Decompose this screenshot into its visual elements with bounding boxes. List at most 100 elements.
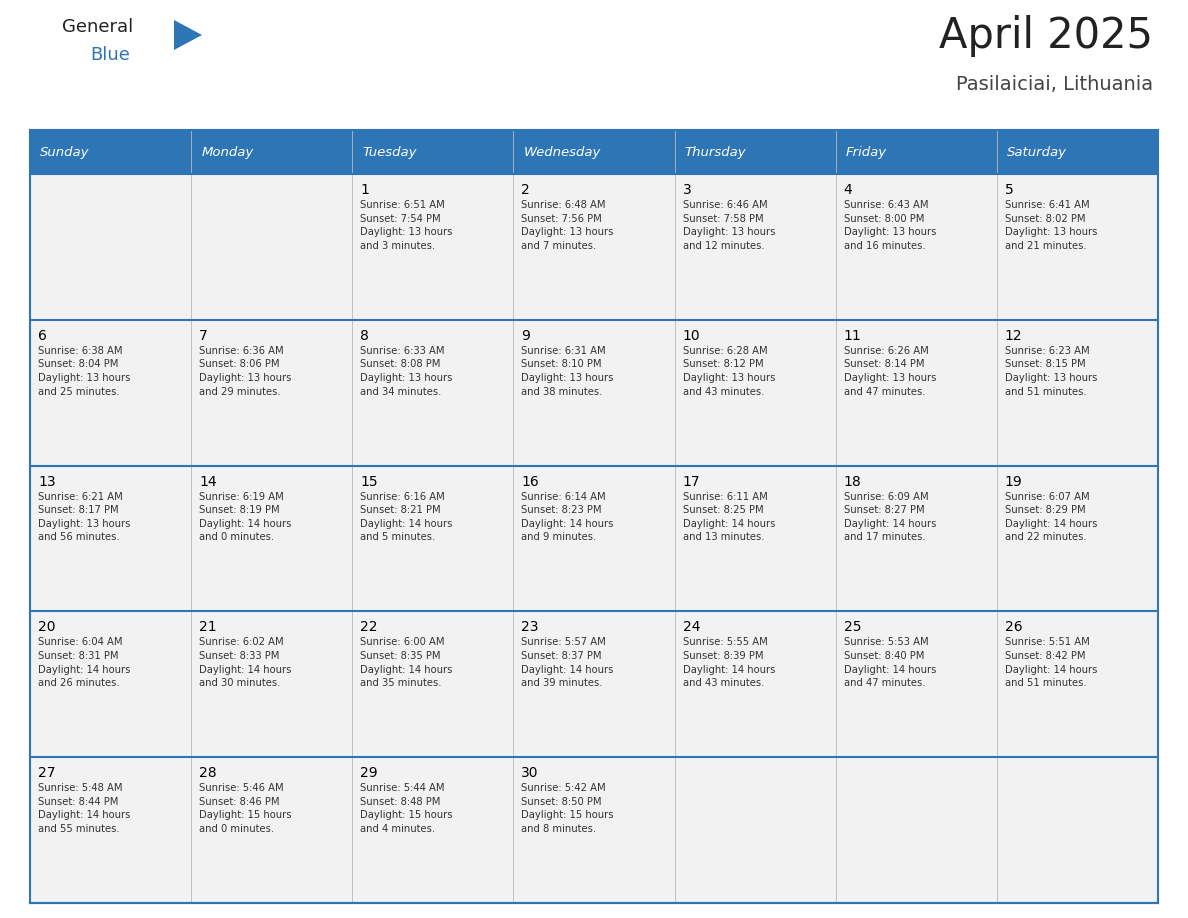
Text: 29: 29 xyxy=(360,767,378,780)
Text: 21: 21 xyxy=(200,621,216,634)
Text: 28: 28 xyxy=(200,767,216,780)
Text: 23: 23 xyxy=(522,621,539,634)
Bar xyxy=(30,465,191,611)
Bar xyxy=(675,130,835,174)
Text: 20: 20 xyxy=(38,621,56,634)
Text: Sunrise: 6:02 AM
Sunset: 8:33 PM
Daylight: 14 hours
and 30 minutes.: Sunrise: 6:02 AM Sunset: 8:33 PM Dayligh… xyxy=(200,637,291,688)
Bar xyxy=(997,174,1158,319)
Text: 24: 24 xyxy=(683,621,700,634)
Text: Sunrise: 6:26 AM
Sunset: 8:14 PM
Daylight: 13 hours
and 47 minutes.: Sunrise: 6:26 AM Sunset: 8:14 PM Dayligh… xyxy=(843,346,936,397)
Text: 16: 16 xyxy=(522,475,539,488)
Bar xyxy=(835,319,997,465)
Bar xyxy=(997,465,1158,611)
Text: Sunrise: 6:16 AM
Sunset: 8:21 PM
Daylight: 14 hours
and 5 minutes.: Sunrise: 6:16 AM Sunset: 8:21 PM Dayligh… xyxy=(360,492,453,543)
Bar xyxy=(353,174,513,319)
Text: 22: 22 xyxy=(360,621,378,634)
Bar xyxy=(513,174,675,319)
Bar xyxy=(997,611,1158,757)
Bar xyxy=(513,130,675,174)
Text: Sunrise: 6:38 AM
Sunset: 8:04 PM
Daylight: 13 hours
and 25 minutes.: Sunrise: 6:38 AM Sunset: 8:04 PM Dayligh… xyxy=(38,346,131,397)
Text: April 2025: April 2025 xyxy=(939,15,1154,57)
Bar xyxy=(513,319,675,465)
Text: Sunrise: 6:09 AM
Sunset: 8:27 PM
Daylight: 14 hours
and 17 minutes.: Sunrise: 6:09 AM Sunset: 8:27 PM Dayligh… xyxy=(843,492,936,543)
Text: Tuesday: Tuesday xyxy=(362,145,417,159)
Bar xyxy=(675,611,835,757)
Bar xyxy=(191,465,353,611)
Text: Sunrise: 5:51 AM
Sunset: 8:42 PM
Daylight: 14 hours
and 51 minutes.: Sunrise: 5:51 AM Sunset: 8:42 PM Dayligh… xyxy=(1005,637,1098,688)
Text: Sunrise: 6:33 AM
Sunset: 8:08 PM
Daylight: 13 hours
and 34 minutes.: Sunrise: 6:33 AM Sunset: 8:08 PM Dayligh… xyxy=(360,346,453,397)
Text: 12: 12 xyxy=(1005,329,1023,342)
Text: 27: 27 xyxy=(38,767,56,780)
Bar xyxy=(835,465,997,611)
Text: 9: 9 xyxy=(522,329,530,342)
Text: Sunrise: 6:43 AM
Sunset: 8:00 PM
Daylight: 13 hours
and 16 minutes.: Sunrise: 6:43 AM Sunset: 8:00 PM Dayligh… xyxy=(843,200,936,251)
Text: Sunrise: 5:46 AM
Sunset: 8:46 PM
Daylight: 15 hours
and 0 minutes.: Sunrise: 5:46 AM Sunset: 8:46 PM Dayligh… xyxy=(200,783,291,834)
Bar xyxy=(835,757,997,903)
Bar xyxy=(675,465,835,611)
Text: Wednesday: Wednesday xyxy=(524,145,601,159)
Text: Sunrise: 6:36 AM
Sunset: 8:06 PM
Daylight: 13 hours
and 29 minutes.: Sunrise: 6:36 AM Sunset: 8:06 PM Dayligh… xyxy=(200,346,291,397)
Text: 13: 13 xyxy=(38,475,56,488)
Text: Monday: Monday xyxy=(201,145,253,159)
Text: 14: 14 xyxy=(200,475,216,488)
Text: 19: 19 xyxy=(1005,475,1023,488)
Bar xyxy=(353,611,513,757)
Bar xyxy=(835,130,997,174)
Bar xyxy=(513,611,675,757)
Text: Sunrise: 5:57 AM
Sunset: 8:37 PM
Daylight: 14 hours
and 39 minutes.: Sunrise: 5:57 AM Sunset: 8:37 PM Dayligh… xyxy=(522,637,614,688)
Bar xyxy=(191,174,353,319)
Bar xyxy=(30,130,191,174)
Text: Sunrise: 6:21 AM
Sunset: 8:17 PM
Daylight: 13 hours
and 56 minutes.: Sunrise: 6:21 AM Sunset: 8:17 PM Dayligh… xyxy=(38,492,131,543)
Bar xyxy=(30,611,191,757)
Text: Sunrise: 6:28 AM
Sunset: 8:12 PM
Daylight: 13 hours
and 43 minutes.: Sunrise: 6:28 AM Sunset: 8:12 PM Dayligh… xyxy=(683,346,775,397)
Text: Sunrise: 6:41 AM
Sunset: 8:02 PM
Daylight: 13 hours
and 21 minutes.: Sunrise: 6:41 AM Sunset: 8:02 PM Dayligh… xyxy=(1005,200,1098,251)
Text: Pasilaiciai, Lithuania: Pasilaiciai, Lithuania xyxy=(956,75,1154,94)
Bar xyxy=(675,319,835,465)
Text: Sunrise: 5:42 AM
Sunset: 8:50 PM
Daylight: 15 hours
and 8 minutes.: Sunrise: 5:42 AM Sunset: 8:50 PM Dayligh… xyxy=(522,783,614,834)
Text: Sunrise: 6:07 AM
Sunset: 8:29 PM
Daylight: 14 hours
and 22 minutes.: Sunrise: 6:07 AM Sunset: 8:29 PM Dayligh… xyxy=(1005,492,1098,543)
Bar xyxy=(513,465,675,611)
Text: Thursday: Thursday xyxy=(684,145,746,159)
Text: Sunrise: 6:46 AM
Sunset: 7:58 PM
Daylight: 13 hours
and 12 minutes.: Sunrise: 6:46 AM Sunset: 7:58 PM Dayligh… xyxy=(683,200,775,251)
Bar xyxy=(675,757,835,903)
Text: 8: 8 xyxy=(360,329,369,342)
Bar xyxy=(191,611,353,757)
Text: 11: 11 xyxy=(843,329,861,342)
Text: 15: 15 xyxy=(360,475,378,488)
Text: Sunrise: 5:53 AM
Sunset: 8:40 PM
Daylight: 14 hours
and 47 minutes.: Sunrise: 5:53 AM Sunset: 8:40 PM Dayligh… xyxy=(843,637,936,688)
Bar xyxy=(353,757,513,903)
Text: Saturday: Saturday xyxy=(1007,145,1067,159)
Text: 1: 1 xyxy=(360,183,369,197)
Bar xyxy=(997,319,1158,465)
Bar xyxy=(513,757,675,903)
Text: Sunrise: 6:14 AM
Sunset: 8:23 PM
Daylight: 14 hours
and 9 minutes.: Sunrise: 6:14 AM Sunset: 8:23 PM Dayligh… xyxy=(522,492,614,543)
Text: Blue: Blue xyxy=(90,46,129,64)
Bar xyxy=(191,130,353,174)
Bar xyxy=(191,757,353,903)
Text: Sunrise: 6:04 AM
Sunset: 8:31 PM
Daylight: 14 hours
and 26 minutes.: Sunrise: 6:04 AM Sunset: 8:31 PM Dayligh… xyxy=(38,637,131,688)
Text: 6: 6 xyxy=(38,329,46,342)
Polygon shape xyxy=(173,20,202,50)
Bar xyxy=(353,465,513,611)
Bar xyxy=(191,319,353,465)
Text: Sunrise: 5:55 AM
Sunset: 8:39 PM
Daylight: 14 hours
and 43 minutes.: Sunrise: 5:55 AM Sunset: 8:39 PM Dayligh… xyxy=(683,637,775,688)
Bar xyxy=(997,757,1158,903)
Bar xyxy=(835,611,997,757)
Text: 4: 4 xyxy=(843,183,853,197)
Bar xyxy=(353,319,513,465)
Bar xyxy=(997,130,1158,174)
Text: 5: 5 xyxy=(1005,183,1013,197)
Bar xyxy=(835,174,997,319)
Text: 2: 2 xyxy=(522,183,530,197)
Text: 7: 7 xyxy=(200,329,208,342)
Bar xyxy=(30,174,191,319)
Text: Sunday: Sunday xyxy=(40,145,89,159)
Text: General: General xyxy=(62,18,133,36)
Bar xyxy=(30,757,191,903)
Text: Sunrise: 6:48 AM
Sunset: 7:56 PM
Daylight: 13 hours
and 7 minutes.: Sunrise: 6:48 AM Sunset: 7:56 PM Dayligh… xyxy=(522,200,614,251)
Text: 17: 17 xyxy=(683,475,700,488)
Text: 10: 10 xyxy=(683,329,700,342)
Text: 25: 25 xyxy=(843,621,861,634)
Text: Sunrise: 6:31 AM
Sunset: 8:10 PM
Daylight: 13 hours
and 38 minutes.: Sunrise: 6:31 AM Sunset: 8:10 PM Dayligh… xyxy=(522,346,614,397)
Text: 3: 3 xyxy=(683,183,691,197)
